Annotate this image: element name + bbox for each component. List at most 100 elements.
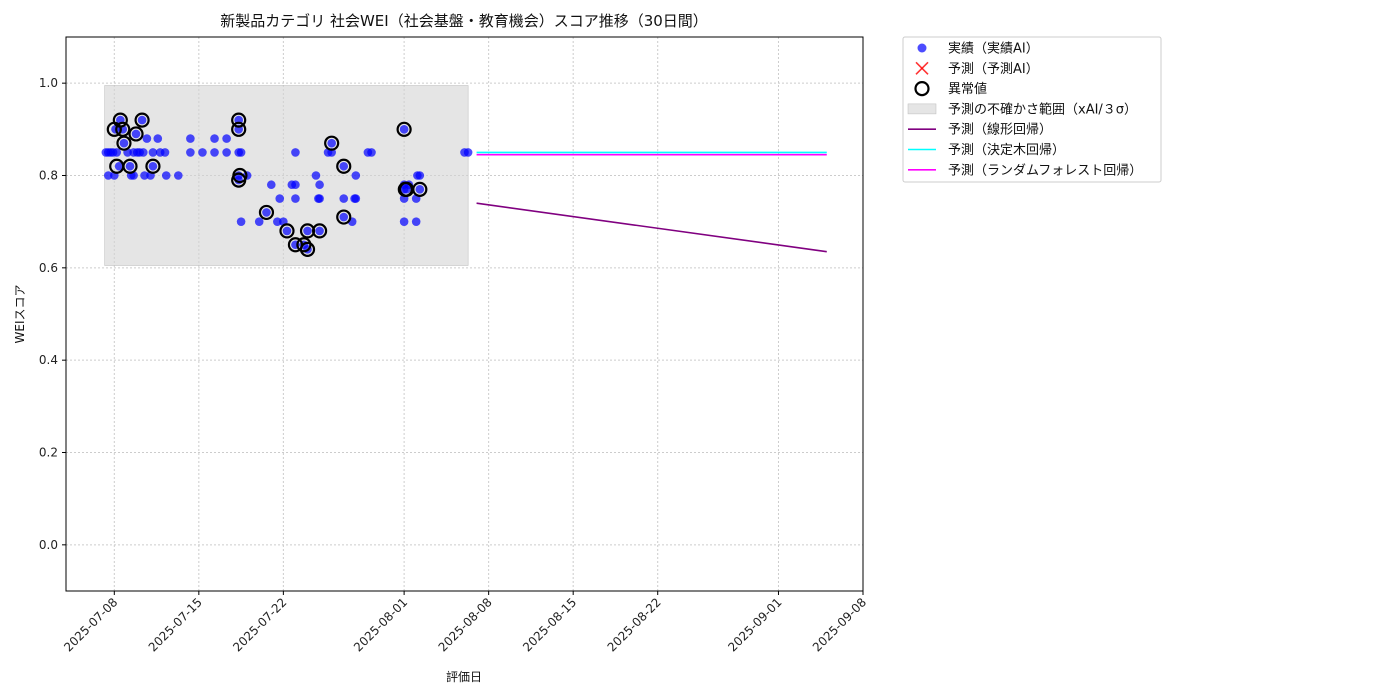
legend-symbol [917, 43, 927, 53]
actual-point [339, 212, 349, 222]
actual-point [266, 180, 276, 190]
legend-symbol [915, 61, 929, 75]
legend-label: 予測（予測AI） [948, 62, 1039, 77]
y-tick-label: 0.8 [39, 169, 58, 183]
x-tick-label: 2025-09-01 [725, 595, 784, 654]
legend-label: 予測（ランダムフォレスト回帰） [948, 162, 1142, 178]
legend-symbol [907, 103, 937, 115]
prediction-line [476, 202, 827, 253]
outlier-ring [122, 158, 138, 174]
outlier-ring [134, 112, 150, 128]
actual-point [273, 217, 282, 226]
actual-point [339, 161, 349, 171]
x-tick-label: 2025-08-15 [520, 595, 579, 654]
outlier-ring [112, 112, 128, 128]
actual-point [222, 134, 231, 143]
x-axis-title: 評価日 [446, 669, 482, 684]
y-tick-label: 0.2 [39, 446, 58, 460]
actual-point [282, 226, 292, 236]
outlier-ring [232, 167, 248, 184]
actual-point [291, 194, 300, 203]
x-tick-label: 2025-07-08 [61, 595, 120, 654]
actual-point [411, 217, 421, 226]
legend-label: 予測（線形回帰） [948, 122, 1052, 138]
y-axis: 0.0 0.2 0.4 0.6 0.8 1.0 [39, 76, 66, 552]
actual-point [236, 148, 246, 157]
outlier-ring [336, 158, 352, 174]
prediction-lines-layer [476, 151, 827, 253]
x-axis: 2025-07-08 2025-07-15 2025-07-22 2025-08-01… [61, 591, 869, 654]
actual-point [174, 171, 183, 180]
actual-point [114, 161, 124, 171]
actual-point [148, 148, 158, 157]
actual-point [186, 148, 195, 157]
actual-point [254, 217, 264, 226]
actual-point [291, 148, 300, 157]
actual-point [303, 226, 312, 236]
actual-point [148, 161, 158, 171]
outlier-ring [299, 241, 316, 257]
outlier-ring [396, 121, 412, 137]
x-tick-label: 2025-07-22 [230, 595, 289, 654]
legend-label: 予測（決定木回帰） [948, 142, 1065, 158]
actual-point [367, 148, 376, 157]
actual-point [327, 138, 336, 148]
legend-label: 実績（実績AI） [948, 41, 1039, 57]
actual-point [131, 129, 141, 139]
outlier-ring [412, 181, 428, 197]
actual-point [315, 226, 324, 236]
y-tick-label: 0.0 [39, 538, 58, 552]
actual-point [140, 171, 149, 180]
chart-title: 新製品カテゴリ 社会WEI（社会基盤・教育機会）スコア推移（30日間） [220, 12, 708, 30]
actual-point [275, 194, 285, 203]
y-axis-title: WEIスコア [13, 285, 27, 344]
legend-label: 予測の不確かさ範囲（xAI/３σ） [948, 101, 1137, 117]
plot-border [65, 36, 864, 592]
actual-point [112, 148, 122, 157]
actual-point [119, 138, 129, 148]
actual-point [415, 185, 425, 194]
x-tick-label: 2025-08-08 [436, 595, 495, 654]
actual-point [210, 148, 219, 157]
actual-point [315, 180, 324, 190]
actual-point [153, 134, 163, 143]
actual-point [198, 148, 207, 157]
outlier-ring [324, 135, 340, 151]
actual-point [160, 148, 170, 157]
outlier-ring [116, 135, 132, 151]
actual-point [351, 171, 361, 180]
legend-label: 異常値 [948, 81, 987, 97]
x-tick-label: 2025-09-08 [810, 595, 869, 654]
outlier-ring [258, 204, 275, 221]
x-tick-label: 2025-08-01 [351, 595, 410, 654]
actual-point [125, 161, 135, 171]
legend-symbol-stroke [915, 61, 929, 75]
outlier-ring [279, 223, 295, 239]
actual-point [138, 148, 148, 157]
actual-point [311, 171, 321, 180]
actual-point [142, 134, 152, 143]
actual-point [399, 217, 409, 226]
actual-point [315, 194, 324, 203]
actual-point [339, 194, 349, 203]
plot-area [65, 36, 864, 592]
actual-point [463, 148, 473, 157]
actual-point [137, 115, 147, 125]
outlier-ring [128, 126, 144, 142]
outlier-ring [231, 112, 247, 128]
actual-point [415, 171, 425, 180]
y-tick-label: 0.6 [39, 261, 58, 275]
outlier-ring [336, 209, 352, 225]
actual-point [291, 180, 300, 190]
outlier-rings-layer [106, 112, 428, 257]
actual-point [262, 208, 271, 217]
actual-point [103, 171, 113, 180]
x-tick-label: 2025-07-15 [146, 595, 205, 654]
actual-point [186, 134, 195, 143]
outlier-ring [145, 158, 161, 174]
x-tick-label: 2025-08-22 [605, 595, 664, 654]
outlier-ring [311, 223, 328, 239]
actual-point [210, 134, 219, 143]
